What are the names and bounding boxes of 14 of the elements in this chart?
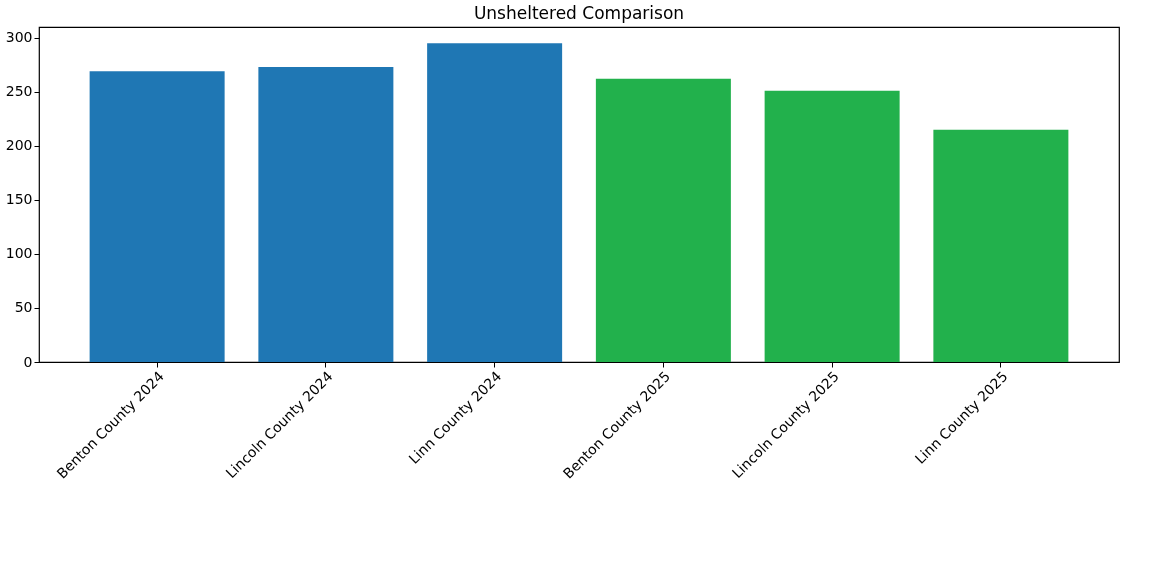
y-tick-label: 150: [5, 191, 33, 208]
y-tick-label: 0: [23, 353, 33, 370]
bar: [427, 43, 563, 362]
y-tick-label: 250: [5, 83, 33, 100]
bar: [933, 129, 1069, 362]
y-tick-label: 200: [5, 137, 33, 154]
bar: [764, 90, 900, 362]
y-tick-label: 100: [5, 245, 33, 262]
bar: [89, 71, 225, 362]
y-tick-label: 50: [14, 299, 33, 316]
bar: [595, 78, 731, 362]
y-tick-label: 300: [5, 29, 33, 46]
chart-title: Unsheltered Comparison: [473, 3, 685, 23]
bar: [258, 66, 394, 362]
